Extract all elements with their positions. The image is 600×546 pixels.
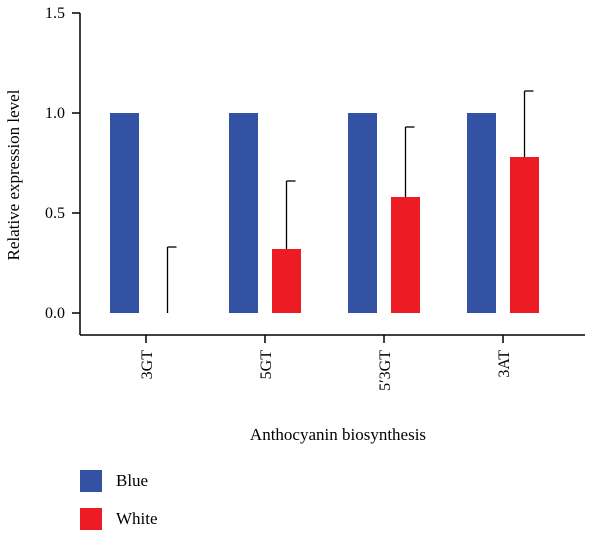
x-axis-title: Anthocyanin biosynthesis: [250, 425, 426, 444]
bar-white-4: [510, 157, 539, 313]
y-axis-title: Relative expression level: [4, 89, 23, 260]
x-tick-label: 3GT: [139, 350, 156, 380]
legend-label-blue: Blue: [116, 471, 149, 490]
y-tick-label: 0.5: [45, 205, 65, 222]
bar-blue-3: [348, 113, 377, 313]
chart: 0.0 0.5 1.0 1.5 3GT 5GT 5′3GT 3AT Relative exp…: [4, 5, 585, 444]
legend-label-white: White: [116, 509, 158, 528]
bar-white-3: [391, 197, 420, 313]
x-tick-label: 5GT: [258, 350, 275, 380]
y-tick-label: 1.5: [45, 5, 65, 22]
x-tick-label: 5′3GT: [377, 350, 394, 391]
y-ticks: 0.0 0.5 1.0 1.5: [45, 5, 80, 322]
legend-swatch-blue: [80, 470, 102, 492]
legend-item-blue: Blue: [80, 470, 158, 492]
x-tick-label: 3AT: [496, 350, 513, 378]
bar-white-2: [272, 249, 301, 313]
legend-item-white: White: [80, 508, 158, 530]
bar-blue-4: [467, 113, 496, 313]
legend: Blue White: [80, 470, 158, 546]
x-ticks: 3GT 5GT 5′3GT 3AT: [139, 335, 513, 391]
error-bars: [166, 90, 534, 313]
y-tick-label: 0.0: [45, 305, 65, 322]
bar-blue-2: [229, 113, 258, 313]
bars: [110, 113, 539, 313]
y-tick-label: 1.0: [45, 105, 65, 122]
legend-swatch-white: [80, 508, 102, 530]
bar-blue-1: [110, 113, 139, 313]
